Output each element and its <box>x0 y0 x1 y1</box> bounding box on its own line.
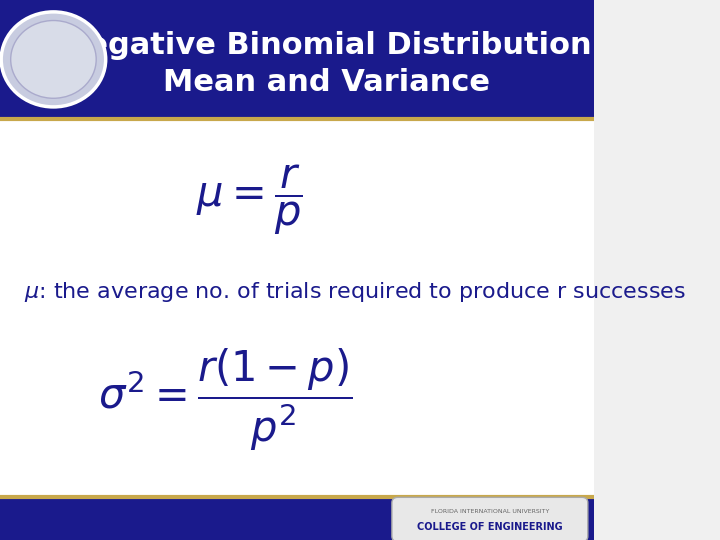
Text: $\mu$: the average no. of trials required to produce r successes: $\mu$: the average no. of trials require… <box>24 280 685 303</box>
Text: Negative Binomial Distribution: Negative Binomial Distribution <box>62 31 591 60</box>
Text: COLLEGE OF ENGINEERING: COLLEGE OF ENGINEERING <box>417 522 563 532</box>
Text: $\mu = \dfrac{r}{p}$: $\mu = \dfrac{r}{p}$ <box>196 163 302 237</box>
Circle shape <box>11 21 96 98</box>
FancyBboxPatch shape <box>392 497 588 540</box>
FancyBboxPatch shape <box>0 497 594 540</box>
Circle shape <box>1 12 106 107</box>
Text: Mean and Variance: Mean and Variance <box>163 68 490 97</box>
FancyBboxPatch shape <box>0 119 594 497</box>
FancyBboxPatch shape <box>0 0 594 119</box>
Text: FLORIDA INTERNATIONAL UNIVERSITY: FLORIDA INTERNATIONAL UNIVERSITY <box>431 509 549 515</box>
Text: $\sigma^2 = \dfrac{r(1-p)}{p^2}$: $\sigma^2 = \dfrac{r(1-p)}{p^2}$ <box>99 346 353 453</box>
